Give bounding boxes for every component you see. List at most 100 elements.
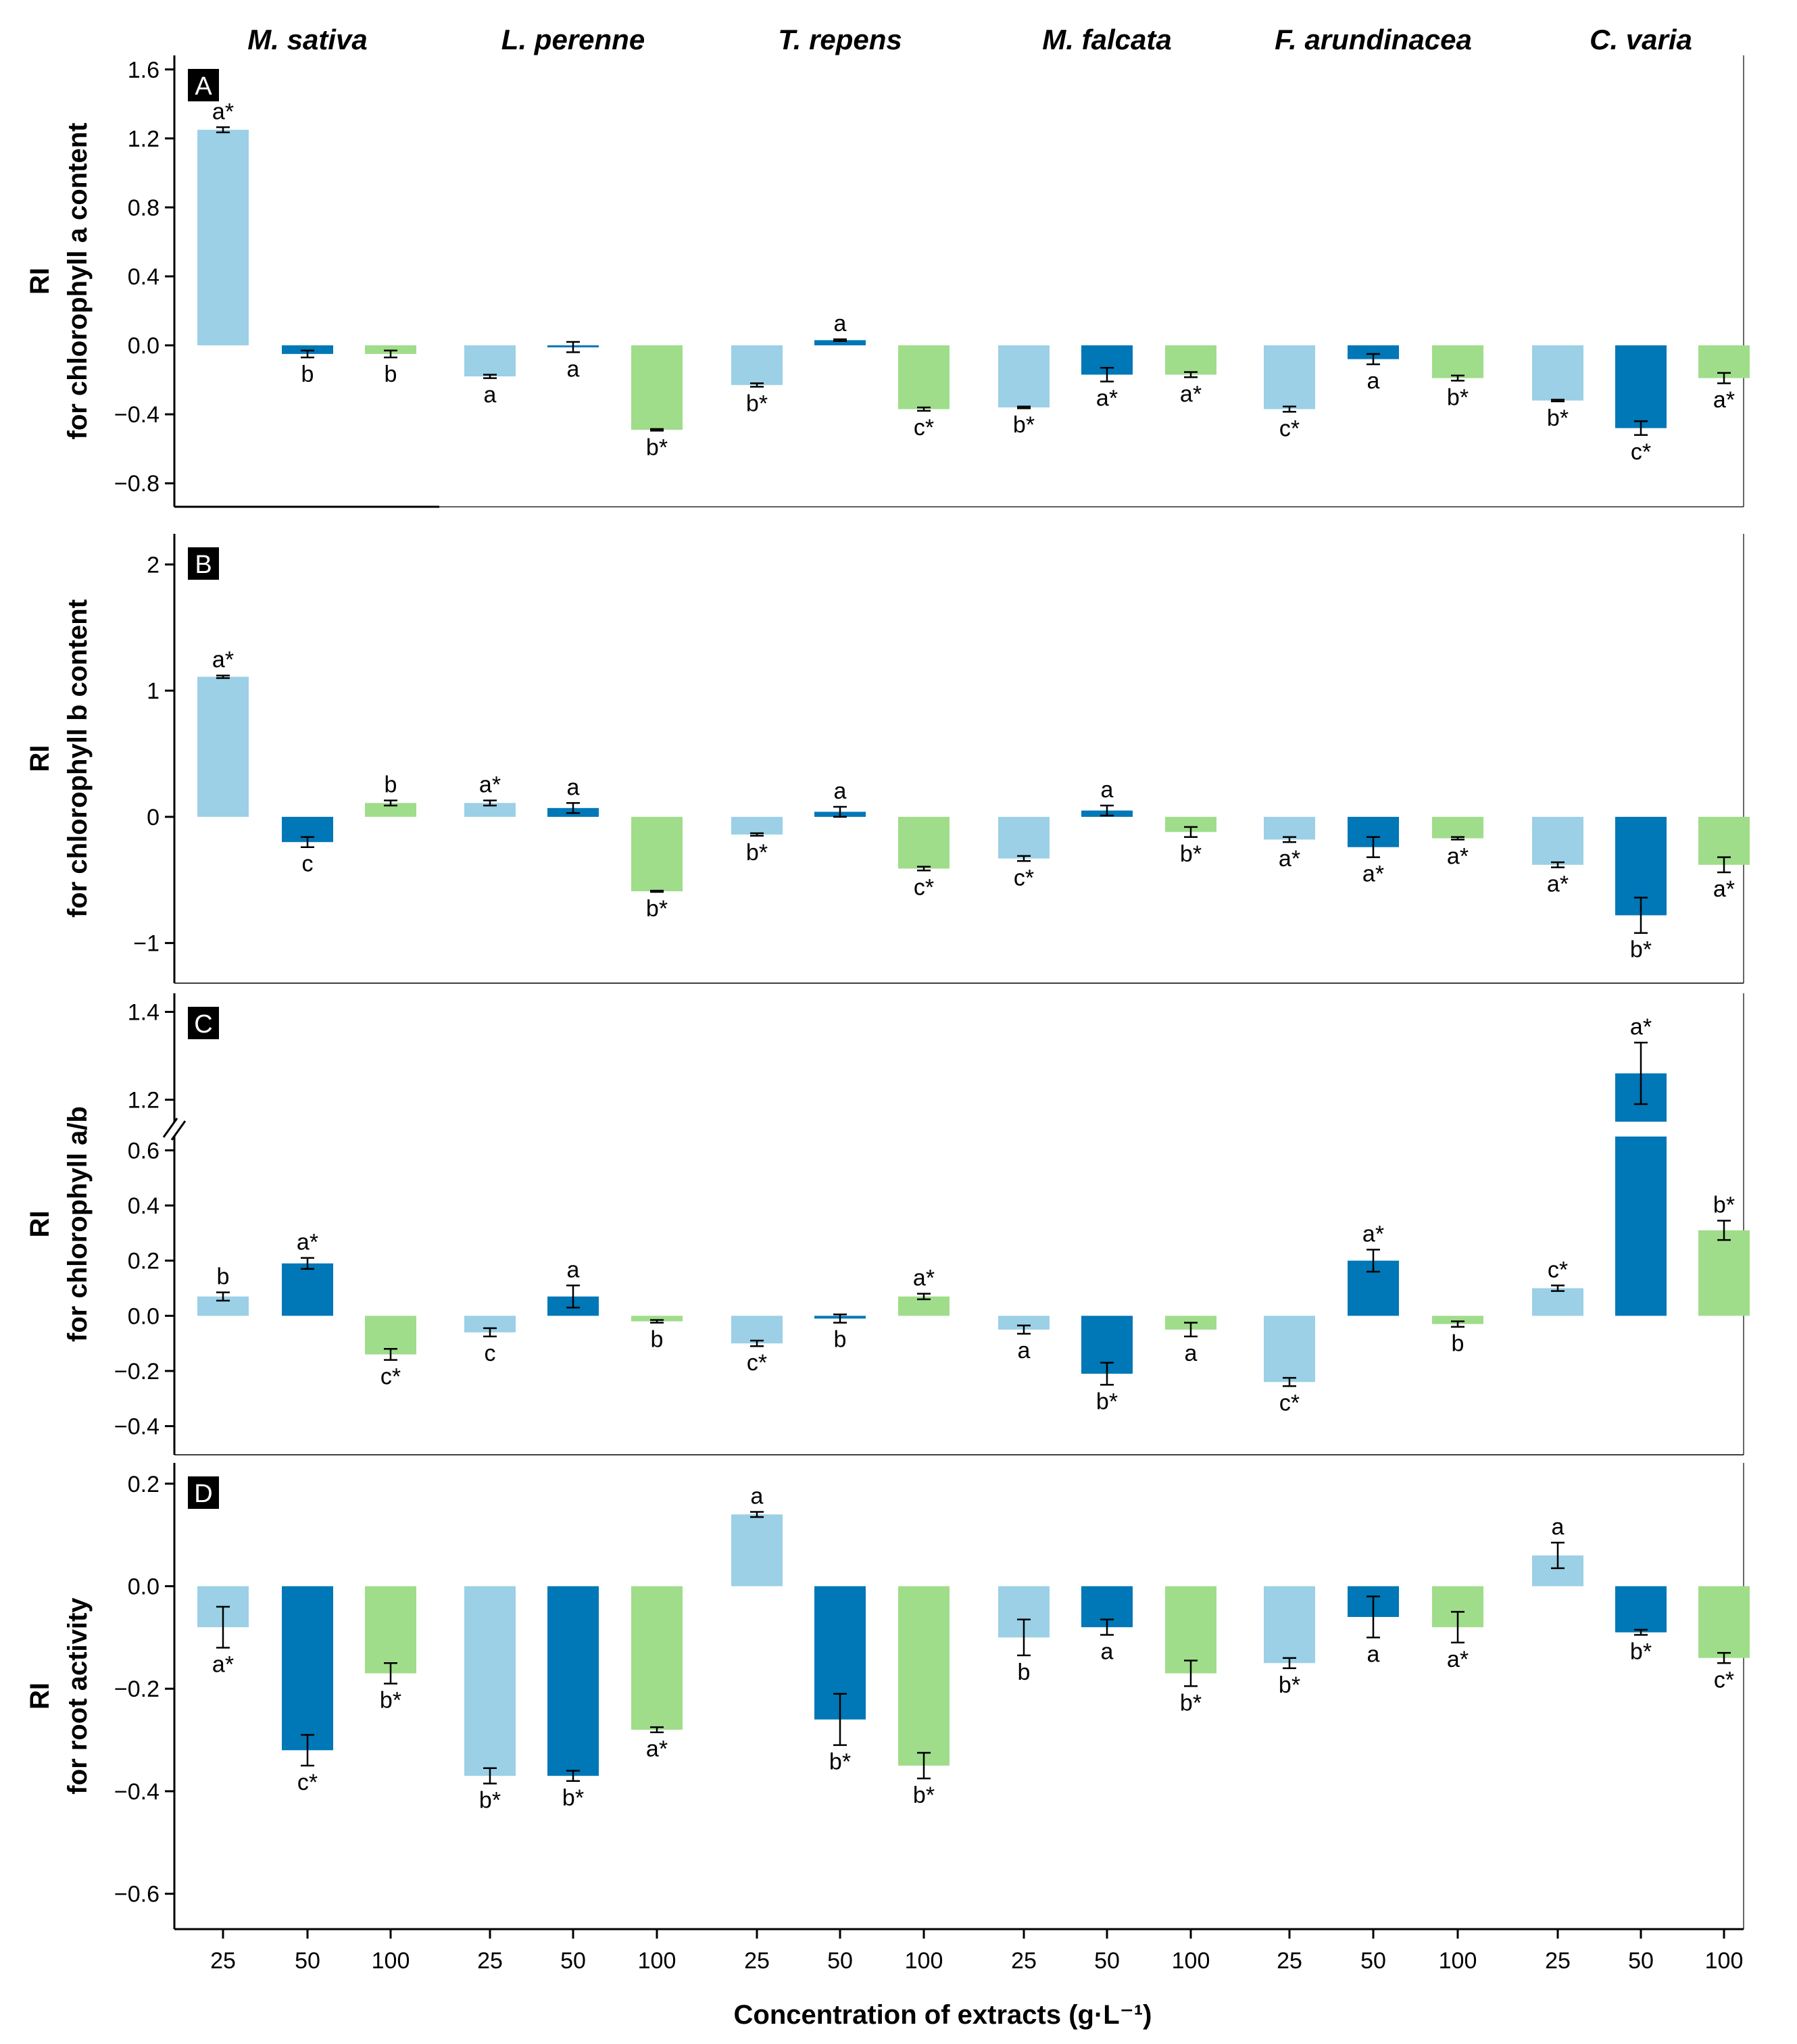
y-tick-label: −0.2 (114, 1676, 159, 1702)
bar (1432, 816, 1483, 839)
significance-label: c* (1014, 865, 1034, 891)
species-label: L. perenne (501, 24, 645, 55)
significance-label: a* (1362, 862, 1384, 887)
x-tick-label: 50 (1360, 1948, 1386, 1974)
y-tick-label: 1 (147, 678, 159, 704)
significance-label: b* (479, 1788, 501, 1814)
bar (631, 1586, 683, 1730)
x-tick-label: 50 (295, 1948, 320, 1974)
y-tick-label: −1 (133, 931, 159, 957)
bar (1615, 1586, 1667, 1632)
significance-label: b (301, 362, 314, 387)
panel-tag-box (188, 1476, 219, 1509)
y-tick-label: −0.4 (114, 402, 159, 428)
y-tick-label: 1.4 (128, 1000, 159, 1026)
bar (365, 1586, 416, 1674)
panel-A: 1.6 1.2 0.8 0.4 0.0 −0.4 −0.8 RI for chlorophyll… (25, 55, 1750, 508)
significance-label: a (484, 382, 497, 408)
x-tick-label: 100 (1705, 1948, 1744, 1974)
x-tick-label: 100 (372, 1948, 410, 1974)
bar (898, 816, 950, 869)
y-axis-label-line2: for root activity (63, 1597, 93, 1795)
panel-tag-box (188, 1007, 219, 1039)
y-axis-label-line1: RI (25, 745, 55, 772)
significance-label: b* (913, 1783, 935, 1808)
significance-label: c* (1631, 439, 1651, 465)
x-tick-label: 100 (1439, 1948, 1477, 1974)
x-axis-label: Concentration of extracts (g·L⁻¹) (734, 2000, 1152, 2030)
significance-label: c* (1279, 416, 1300, 441)
axis-break-mark (162, 1118, 178, 1138)
x-tick-label: 25 (744, 1948, 770, 1974)
x-tick-label: 100 (905, 1948, 943, 1974)
significance-label: a* (1630, 1014, 1652, 1040)
panel-C: 1.4 1.2 0.6 0.4 0.2 0.0 −0.2 −0.4 RI for chloroph… (25, 993, 1750, 1455)
significance-label: b (217, 1264, 230, 1290)
bar (1264, 345, 1315, 409)
significance-label: c (485, 1341, 496, 1366)
significance-label: c* (1714, 1667, 1734, 1693)
significance-label: b (385, 772, 397, 798)
significance-label: b* (646, 896, 668, 922)
significance-label: a (834, 778, 847, 804)
x-axis: 25 50 100 25 50 100 25 50 100 25 50 100 25 50 100 25 50 1… (210, 1929, 1743, 1974)
x-tick-label: 50 (1094, 1948, 1120, 1974)
bar (731, 345, 783, 385)
significance-label: b (834, 1327, 847, 1353)
significance-label: b (1018, 1660, 1031, 1685)
y-tick-label: −0.4 (114, 1414, 159, 1440)
y-tick-label: 0.8 (128, 195, 159, 221)
bar (197, 130, 249, 346)
species-label: M. sativa (247, 24, 367, 55)
significance-label: a (1367, 1641, 1380, 1667)
significance-label: a* (1547, 872, 1569, 897)
bar (898, 345, 950, 409)
x-tick-label: 25 (1277, 1948, 1302, 1974)
significance-label: b* (1630, 937, 1652, 963)
significance-label: c* (914, 874, 934, 900)
bar (998, 1316, 1050, 1330)
significance-label: a (567, 774, 580, 800)
bar (282, 1586, 333, 1751)
significance-label: a* (212, 1652, 234, 1678)
y-axis-label-line2: for chlorophyll a/b (63, 1106, 93, 1342)
y-axis-label-line1: RI (25, 1211, 55, 1238)
bar (1698, 1230, 1750, 1316)
bar (1532, 1288, 1583, 1316)
panel-tag-label: D (194, 1480, 212, 1508)
significance-label: a (1552, 1514, 1565, 1540)
bar (1165, 345, 1216, 375)
significance-label: b* (562, 1785, 584, 1811)
bar (464, 1586, 516, 1776)
bar (731, 1514, 783, 1587)
significance-label: a (1018, 1338, 1031, 1364)
panel-B: 2 1 0 −1 RI for chlorophyll b content Ba* c b a* a… (25, 534, 1750, 984)
species-header-row: M. sativa L. perenne T. repens M. falcata F.… (247, 24, 1692, 55)
chart-panels: 1.6 1.2 0.8 0.4 0.0 −0.4 −0.8 RI for chlorophyll… (25, 55, 1750, 1930)
x-tick-label: 50 (1628, 1948, 1654, 1974)
significance-label: b* (1013, 412, 1035, 438)
bar (631, 816, 683, 892)
significance-label: c* (914, 415, 934, 441)
significance-label: a (1185, 1341, 1198, 1366)
y-tick-label: 0.6 (128, 1138, 159, 1164)
significance-label: b* (1096, 1389, 1118, 1414)
significance-label: b* (380, 1688, 401, 1714)
y-axis-label-line2: for chlorophyll a content (63, 123, 93, 440)
panel-tag-label: A (195, 72, 212, 101)
bar (631, 345, 683, 430)
significance-label: a* (1713, 876, 1735, 902)
significance-label: c (302, 851, 314, 877)
significance-label: b* (1630, 1639, 1652, 1665)
significance-label: b (651, 1327, 664, 1353)
species-label: C. varia (1590, 24, 1692, 55)
panel-tag-label: C (194, 1010, 212, 1039)
x-tick-label: 25 (1545, 1948, 1571, 1974)
y-axis-label-line1: RI (25, 1682, 55, 1710)
bar (1615, 345, 1667, 428)
species-label: F. arundinacea (1275, 24, 1472, 55)
panel-tag-box (188, 69, 219, 101)
bar (1348, 345, 1399, 359)
x-tick-label: 50 (827, 1948, 853, 1974)
